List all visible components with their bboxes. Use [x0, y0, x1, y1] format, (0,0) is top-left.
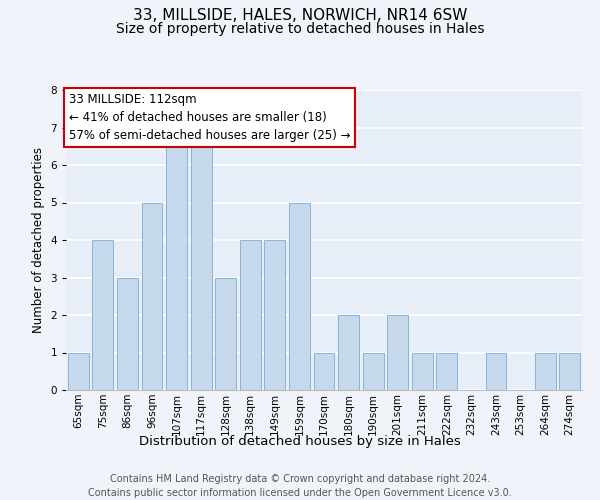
Bar: [362, 352, 383, 390]
Text: Contains HM Land Registry data © Crown copyright and database right 2024.
Contai: Contains HM Land Registry data © Crown c…: [88, 474, 512, 498]
Bar: [215, 278, 236, 390]
Bar: [289, 202, 310, 390]
Bar: [436, 352, 457, 390]
Bar: [68, 352, 89, 390]
Bar: [412, 352, 433, 390]
Bar: [485, 352, 506, 390]
Text: 33 MILLSIDE: 112sqm
← 41% of detached houses are smaller (18)
57% of semi-detach: 33 MILLSIDE: 112sqm ← 41% of detached ho…: [68, 93, 350, 142]
Bar: [117, 278, 138, 390]
Y-axis label: Number of detached properties: Number of detached properties: [32, 147, 45, 333]
Bar: [387, 315, 408, 390]
Text: Size of property relative to detached houses in Hales: Size of property relative to detached ho…: [116, 22, 484, 36]
Bar: [142, 202, 163, 390]
Bar: [535, 352, 556, 390]
Text: Distribution of detached houses by size in Hales: Distribution of detached houses by size …: [139, 435, 461, 448]
Bar: [338, 315, 359, 390]
Bar: [265, 240, 286, 390]
Bar: [559, 352, 580, 390]
Text: 33, MILLSIDE, HALES, NORWICH, NR14 6SW: 33, MILLSIDE, HALES, NORWICH, NR14 6SW: [133, 8, 467, 22]
Bar: [240, 240, 261, 390]
Bar: [166, 128, 187, 390]
Bar: [314, 352, 334, 390]
Bar: [92, 240, 113, 390]
Bar: [191, 128, 212, 390]
